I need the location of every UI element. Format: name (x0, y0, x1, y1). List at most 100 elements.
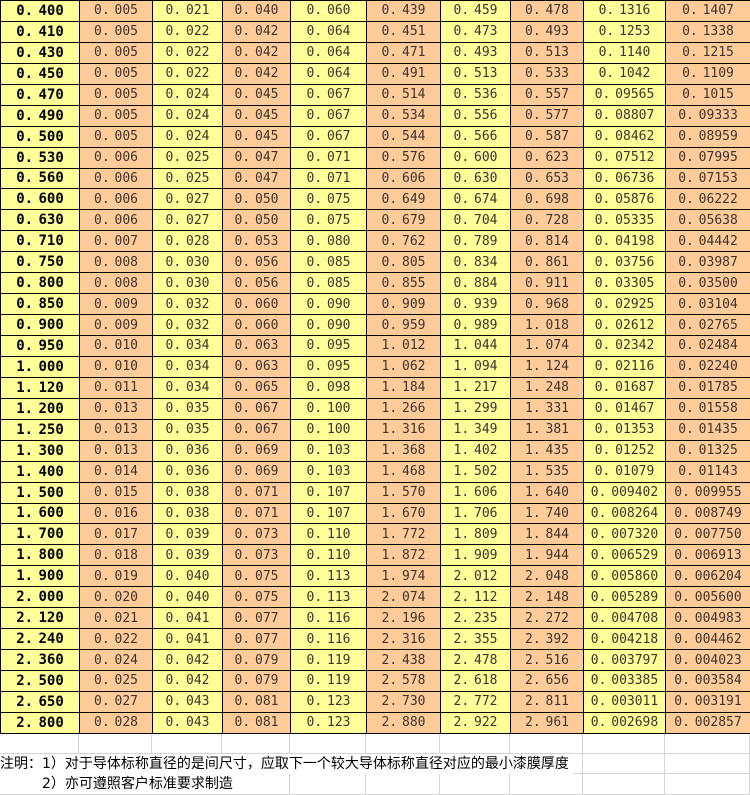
data-cell[interactable]: 1. 844 (510, 523, 584, 546)
empty-cell[interactable] (366, 734, 440, 754)
data-cell[interactable]: 0. 098 (290, 376, 367, 399)
data-cell[interactable]: 0. 09565 (583, 83, 666, 106)
empty-cell[interactable] (583, 734, 665, 754)
data-cell[interactable]: 2. 235 (440, 607, 511, 630)
data-cell[interactable]: 0. 653 (510, 167, 584, 190)
data-cell[interactable]: 0. 071 (222, 502, 291, 525)
data-cell[interactable]: 0. 968 (510, 293, 584, 316)
data-cell[interactable]: 2. 316 (366, 628, 441, 651)
data-cell[interactable]: 1. 381 (510, 418, 584, 441)
data-cell[interactable]: 0. 110 (290, 523, 367, 546)
data-cell[interactable]: 0. 006 (79, 188, 153, 211)
data-cell[interactable]: 0. 03104 (665, 293, 750, 316)
data-cell[interactable]: 0. 1253 (583, 20, 666, 43)
empty-cell[interactable] (440, 734, 510, 754)
data-cell[interactable]: 0. 027 (152, 188, 223, 211)
row-header-cell[interactable]: 0. 450 (0, 62, 80, 85)
data-cell[interactable]: 0. 478 (510, 0, 584, 22)
data-cell[interactable]: 0. 01687 (583, 376, 666, 399)
data-cell[interactable]: 0. 123 (290, 690, 367, 713)
data-cell[interactable]: 1. 299 (440, 397, 511, 420)
data-cell[interactable]: 0. 07512 (583, 146, 666, 169)
data-cell[interactable]: 1. 772 (366, 523, 441, 546)
data-cell[interactable]: 1. 044 (440, 335, 511, 357)
row-header-cell[interactable]: 0. 800 (0, 272, 80, 295)
data-cell[interactable]: 2. 922 (440, 711, 511, 735)
data-cell[interactable]: 0. 814 (510, 230, 584, 253)
data-cell[interactable]: 0. 008 (79, 251, 153, 274)
data-cell[interactable]: 0. 576 (366, 146, 441, 169)
data-cell[interactable]: 2. 730 (366, 690, 441, 713)
data-cell[interactable]: 0. 040 (222, 0, 291, 22)
data-cell[interactable]: 2. 656 (510, 670, 584, 692)
data-cell[interactable]: 0. 067 (290, 83, 367, 106)
data-cell[interactable]: 0. 006204 (665, 565, 750, 588)
data-cell[interactable]: 0. 110 (290, 544, 367, 567)
data-cell[interactable]: 0. 039 (152, 523, 223, 546)
data-cell[interactable]: 0. 03305 (583, 272, 666, 295)
data-cell[interactable]: 0. 01079 (583, 460, 666, 483)
data-cell[interactable]: 0. 010 (79, 335, 153, 357)
data-cell[interactable]: 0. 989 (440, 314, 511, 336)
data-cell[interactable]: 0. 075 (290, 209, 367, 232)
data-cell[interactable]: 0. 451 (366, 20, 441, 43)
data-cell[interactable]: 0. 045 (222, 104, 291, 127)
data-cell[interactable]: 0. 040 (152, 586, 223, 609)
data-cell[interactable]: 1. 331 (510, 397, 584, 420)
data-cell[interactable]: 1. 368 (366, 439, 441, 462)
empty-cell[interactable] (290, 734, 366, 754)
data-cell[interactable]: 0. 081 (222, 711, 291, 735)
data-cell[interactable]: 0. 071 (290, 146, 367, 169)
data-cell[interactable]: 0. 01558 (665, 397, 750, 420)
row-header-cell[interactable]: 0. 710 (0, 230, 80, 253)
row-header-cell[interactable]: 2. 360 (0, 649, 80, 671)
data-cell[interactable]: 0. 556 (440, 104, 511, 127)
data-cell[interactable]: 1. 706 (440, 502, 511, 525)
row-header-cell[interactable]: 0. 470 (0, 83, 80, 106)
data-cell[interactable]: 0. 834 (440, 251, 511, 274)
data-cell[interactable]: 0. 08807 (583, 104, 666, 127)
data-cell[interactable]: 1. 349 (440, 418, 511, 441)
data-cell[interactable]: 0. 02925 (583, 293, 666, 316)
data-cell[interactable]: 0. 004983 (665, 607, 750, 630)
data-cell[interactable]: 2. 048 (510, 565, 584, 588)
data-cell[interactable]: 0. 008 (79, 272, 153, 295)
data-cell[interactable]: 1. 640 (510, 481, 584, 504)
data-cell[interactable]: 0. 1316 (583, 0, 666, 22)
row-header-cell[interactable]: 0. 950 (0, 335, 80, 357)
data-cell[interactable]: 2. 578 (366, 670, 441, 692)
data-cell[interactable]: 0. 042 (152, 670, 223, 692)
data-cell[interactable]: 0. 07995 (665, 146, 750, 169)
data-cell[interactable]: 0. 805 (366, 251, 441, 274)
data-cell[interactable]: 0. 042 (222, 62, 291, 85)
data-cell[interactable]: 0. 005 (79, 20, 153, 43)
data-cell[interactable]: 0. 007320 (583, 523, 666, 546)
data-cell[interactable]: 0. 005860 (583, 565, 666, 588)
data-cell[interactable]: 0. 006 (79, 146, 153, 169)
data-cell[interactable]: 0. 053 (222, 230, 291, 253)
data-cell[interactable]: 0. 07153 (665, 167, 750, 190)
data-cell[interactable]: 0. 513 (440, 62, 511, 85)
data-cell[interactable]: 0. 003011 (583, 690, 666, 713)
data-cell[interactable]: 0. 035 (152, 418, 223, 441)
data-cell[interactable]: 0. 009 (79, 314, 153, 336)
data-cell[interactable]: 0. 040 (152, 565, 223, 588)
data-cell[interactable]: 0. 017 (79, 523, 153, 546)
data-cell[interactable]: 0. 064 (290, 20, 367, 43)
data-cell[interactable]: 0. 067 (222, 397, 291, 420)
row-header-cell[interactable]: 0. 750 (0, 251, 80, 274)
data-cell[interactable]: 0. 1042 (583, 62, 666, 85)
row-header-cell[interactable]: 1. 600 (0, 502, 80, 525)
data-cell[interactable]: 0. 014 (79, 460, 153, 483)
data-cell[interactable]: 0. 534 (366, 104, 441, 127)
row-header-cell[interactable]: 0. 410 (0, 20, 80, 43)
data-cell[interactable]: 0. 1338 (665, 20, 750, 43)
data-cell[interactable]: 0. 119 (290, 670, 367, 692)
data-cell[interactable]: 0. 042 (152, 649, 223, 671)
data-cell[interactable]: 0. 028 (79, 711, 153, 735)
data-cell[interactable]: 0. 081 (222, 690, 291, 713)
row-header-cell[interactable]: 2. 800 (0, 711, 80, 735)
data-cell[interactable]: 0. 080 (290, 230, 367, 253)
data-cell[interactable]: 1. 402 (440, 439, 511, 462)
data-cell[interactable]: 2. 392 (510, 628, 584, 651)
